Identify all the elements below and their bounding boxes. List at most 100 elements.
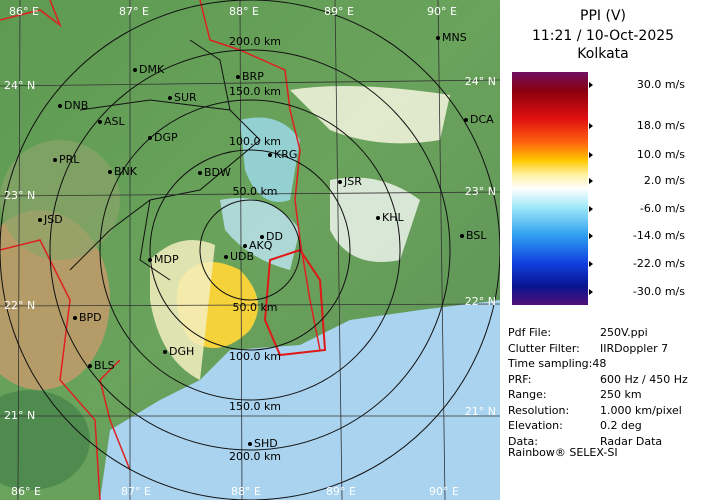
lon-label: 90° E bbox=[427, 5, 457, 18]
scale-tick bbox=[589, 289, 593, 295]
city-label: KHL bbox=[382, 211, 404, 224]
city-dot bbox=[168, 96, 172, 100]
city-label: KRG bbox=[274, 148, 297, 161]
city-dot bbox=[58, 104, 62, 108]
city-dot bbox=[236, 75, 240, 79]
city-label: BDW bbox=[204, 166, 231, 179]
range-label: 50.0 km bbox=[232, 301, 277, 314]
city-label: DD bbox=[266, 230, 283, 243]
info-key: PRF: bbox=[508, 372, 532, 386]
lon-label: 88° E bbox=[229, 5, 259, 18]
info-row: Time sampling:48 bbox=[508, 357, 606, 370]
lon-label: 89° E bbox=[324, 5, 354, 18]
legend-station: Kolkata bbox=[577, 46, 629, 62]
scale-label: 30.0 m/s bbox=[637, 78, 685, 91]
info-value: 600 Hz / 450 Hz bbox=[600, 372, 688, 386]
info-key: Range: bbox=[508, 388, 547, 401]
lat-label: 24° N bbox=[465, 75, 496, 88]
terrain bbox=[0, 390, 90, 490]
city-label: BPD bbox=[79, 311, 102, 324]
scale-label: -6.0 m/s bbox=[640, 202, 685, 215]
legend-title: PPI (V) bbox=[580, 8, 626, 24]
lon-label: 89° E bbox=[326, 485, 356, 498]
city-dot bbox=[148, 136, 152, 140]
city-label: BLS bbox=[94, 359, 115, 372]
echo-white bbox=[330, 177, 420, 262]
footer: Rainbow® SELEX-SI bbox=[508, 446, 618, 459]
info-value: 0.2 deg bbox=[600, 419, 642, 432]
info-row: Pdf File: 250V.ppi bbox=[508, 326, 648, 339]
info-value: 1.000 km/pixel bbox=[600, 403, 682, 417]
scale-tick bbox=[589, 152, 593, 158]
scale-tick bbox=[589, 233, 593, 239]
lon-label: 90° E bbox=[429, 485, 459, 498]
lon-label: 86° E bbox=[11, 485, 41, 498]
scale-tick bbox=[589, 261, 593, 267]
info-row: Resolution: 1.000 km/pixel bbox=[508, 403, 682, 417]
lat-label: 21° N bbox=[4, 409, 35, 422]
color-scale: 30.0 m/s 18.0 m/s 10.0 m/s 2.0 m/s -6.0 m/s -… bbox=[512, 72, 685, 305]
range-rings bbox=[0, 0, 500, 500]
city-label: DCA bbox=[470, 113, 494, 126]
city-dot bbox=[133, 68, 137, 72]
scale-label: 2.0 m/s bbox=[644, 174, 685, 187]
scale-label: 18.0 m/s bbox=[637, 119, 685, 132]
city-label: AKQ bbox=[249, 239, 273, 252]
radar-map: 86° E 86° E 87° E 87° E 88° E 88° E 89° E 89° E… bbox=[0, 0, 500, 500]
city-label: DGH bbox=[169, 345, 194, 358]
info-value: IIRDoppler 7 bbox=[600, 341, 669, 355]
city-dot bbox=[98, 120, 102, 124]
city-label: BNK bbox=[114, 165, 138, 178]
city-dot bbox=[148, 258, 152, 262]
info-key: Pdf File: bbox=[508, 326, 552, 339]
echo-pale bbox=[150, 240, 215, 380]
echo-cyan bbox=[240, 117, 300, 202]
info-row: Elevation: 0.2 deg bbox=[508, 419, 642, 432]
info-row: Data: Radar Data bbox=[508, 434, 662, 448]
city-dot bbox=[198, 171, 202, 175]
range-label: 150.0 km bbox=[229, 400, 281, 413]
scale-label: 10.0 m/s bbox=[637, 148, 685, 161]
city-dot bbox=[224, 255, 228, 259]
lon-label: 88° E bbox=[231, 485, 261, 498]
info-row: Clutter Filter: IIRDoppler 7 bbox=[508, 342, 668, 355]
info-value: 250 km bbox=[600, 388, 642, 401]
city-label: JSD bbox=[43, 213, 63, 226]
city-dot bbox=[464, 118, 468, 122]
district-lines bbox=[69, 39, 261, 281]
city-dot bbox=[108, 170, 112, 174]
lat-label: 23° N bbox=[465, 185, 496, 198]
scale-label: -14.0 m/s bbox=[633, 229, 685, 242]
city-dot bbox=[260, 235, 264, 239]
city-label: PRL bbox=[59, 153, 80, 166]
city-dot bbox=[248, 442, 252, 446]
city-dot bbox=[38, 218, 42, 222]
scale-label: -22.0 m/s bbox=[633, 257, 685, 270]
info-value: Radar Data bbox=[600, 434, 663, 448]
city-label: JSR bbox=[343, 175, 362, 188]
city-dot bbox=[268, 153, 272, 157]
lat-label: 22° N bbox=[465, 295, 496, 308]
city-label: MNS bbox=[442, 31, 467, 44]
city-dot bbox=[243, 244, 247, 248]
lat-label: 23° N bbox=[4, 189, 35, 202]
info-row: PRF: 600 Hz / 450 Hz bbox=[508, 372, 688, 386]
color-bar bbox=[512, 72, 588, 305]
range-label: 100.0 km bbox=[229, 350, 281, 363]
terrain bbox=[0, 140, 120, 260]
city-label: SUR bbox=[174, 91, 197, 104]
city-label: DNB bbox=[64, 99, 88, 112]
range-label: 200.0 km bbox=[229, 35, 281, 48]
info-key: Data: bbox=[508, 434, 538, 448]
legend-time: 11:21 / 10-Oct-2025 bbox=[531, 28, 675, 44]
city-dot bbox=[73, 316, 77, 320]
range-label: 200.0 km bbox=[229, 450, 281, 463]
lat-label: 21° N bbox=[465, 405, 496, 418]
info-key: Time sampling:48 bbox=[508, 357, 607, 370]
city-dot bbox=[460, 234, 464, 238]
info-value: 250V.ppi bbox=[600, 326, 648, 339]
city-dot bbox=[88, 364, 92, 368]
info-key: Resolution: bbox=[508, 403, 570, 417]
scale-tick bbox=[589, 178, 593, 184]
